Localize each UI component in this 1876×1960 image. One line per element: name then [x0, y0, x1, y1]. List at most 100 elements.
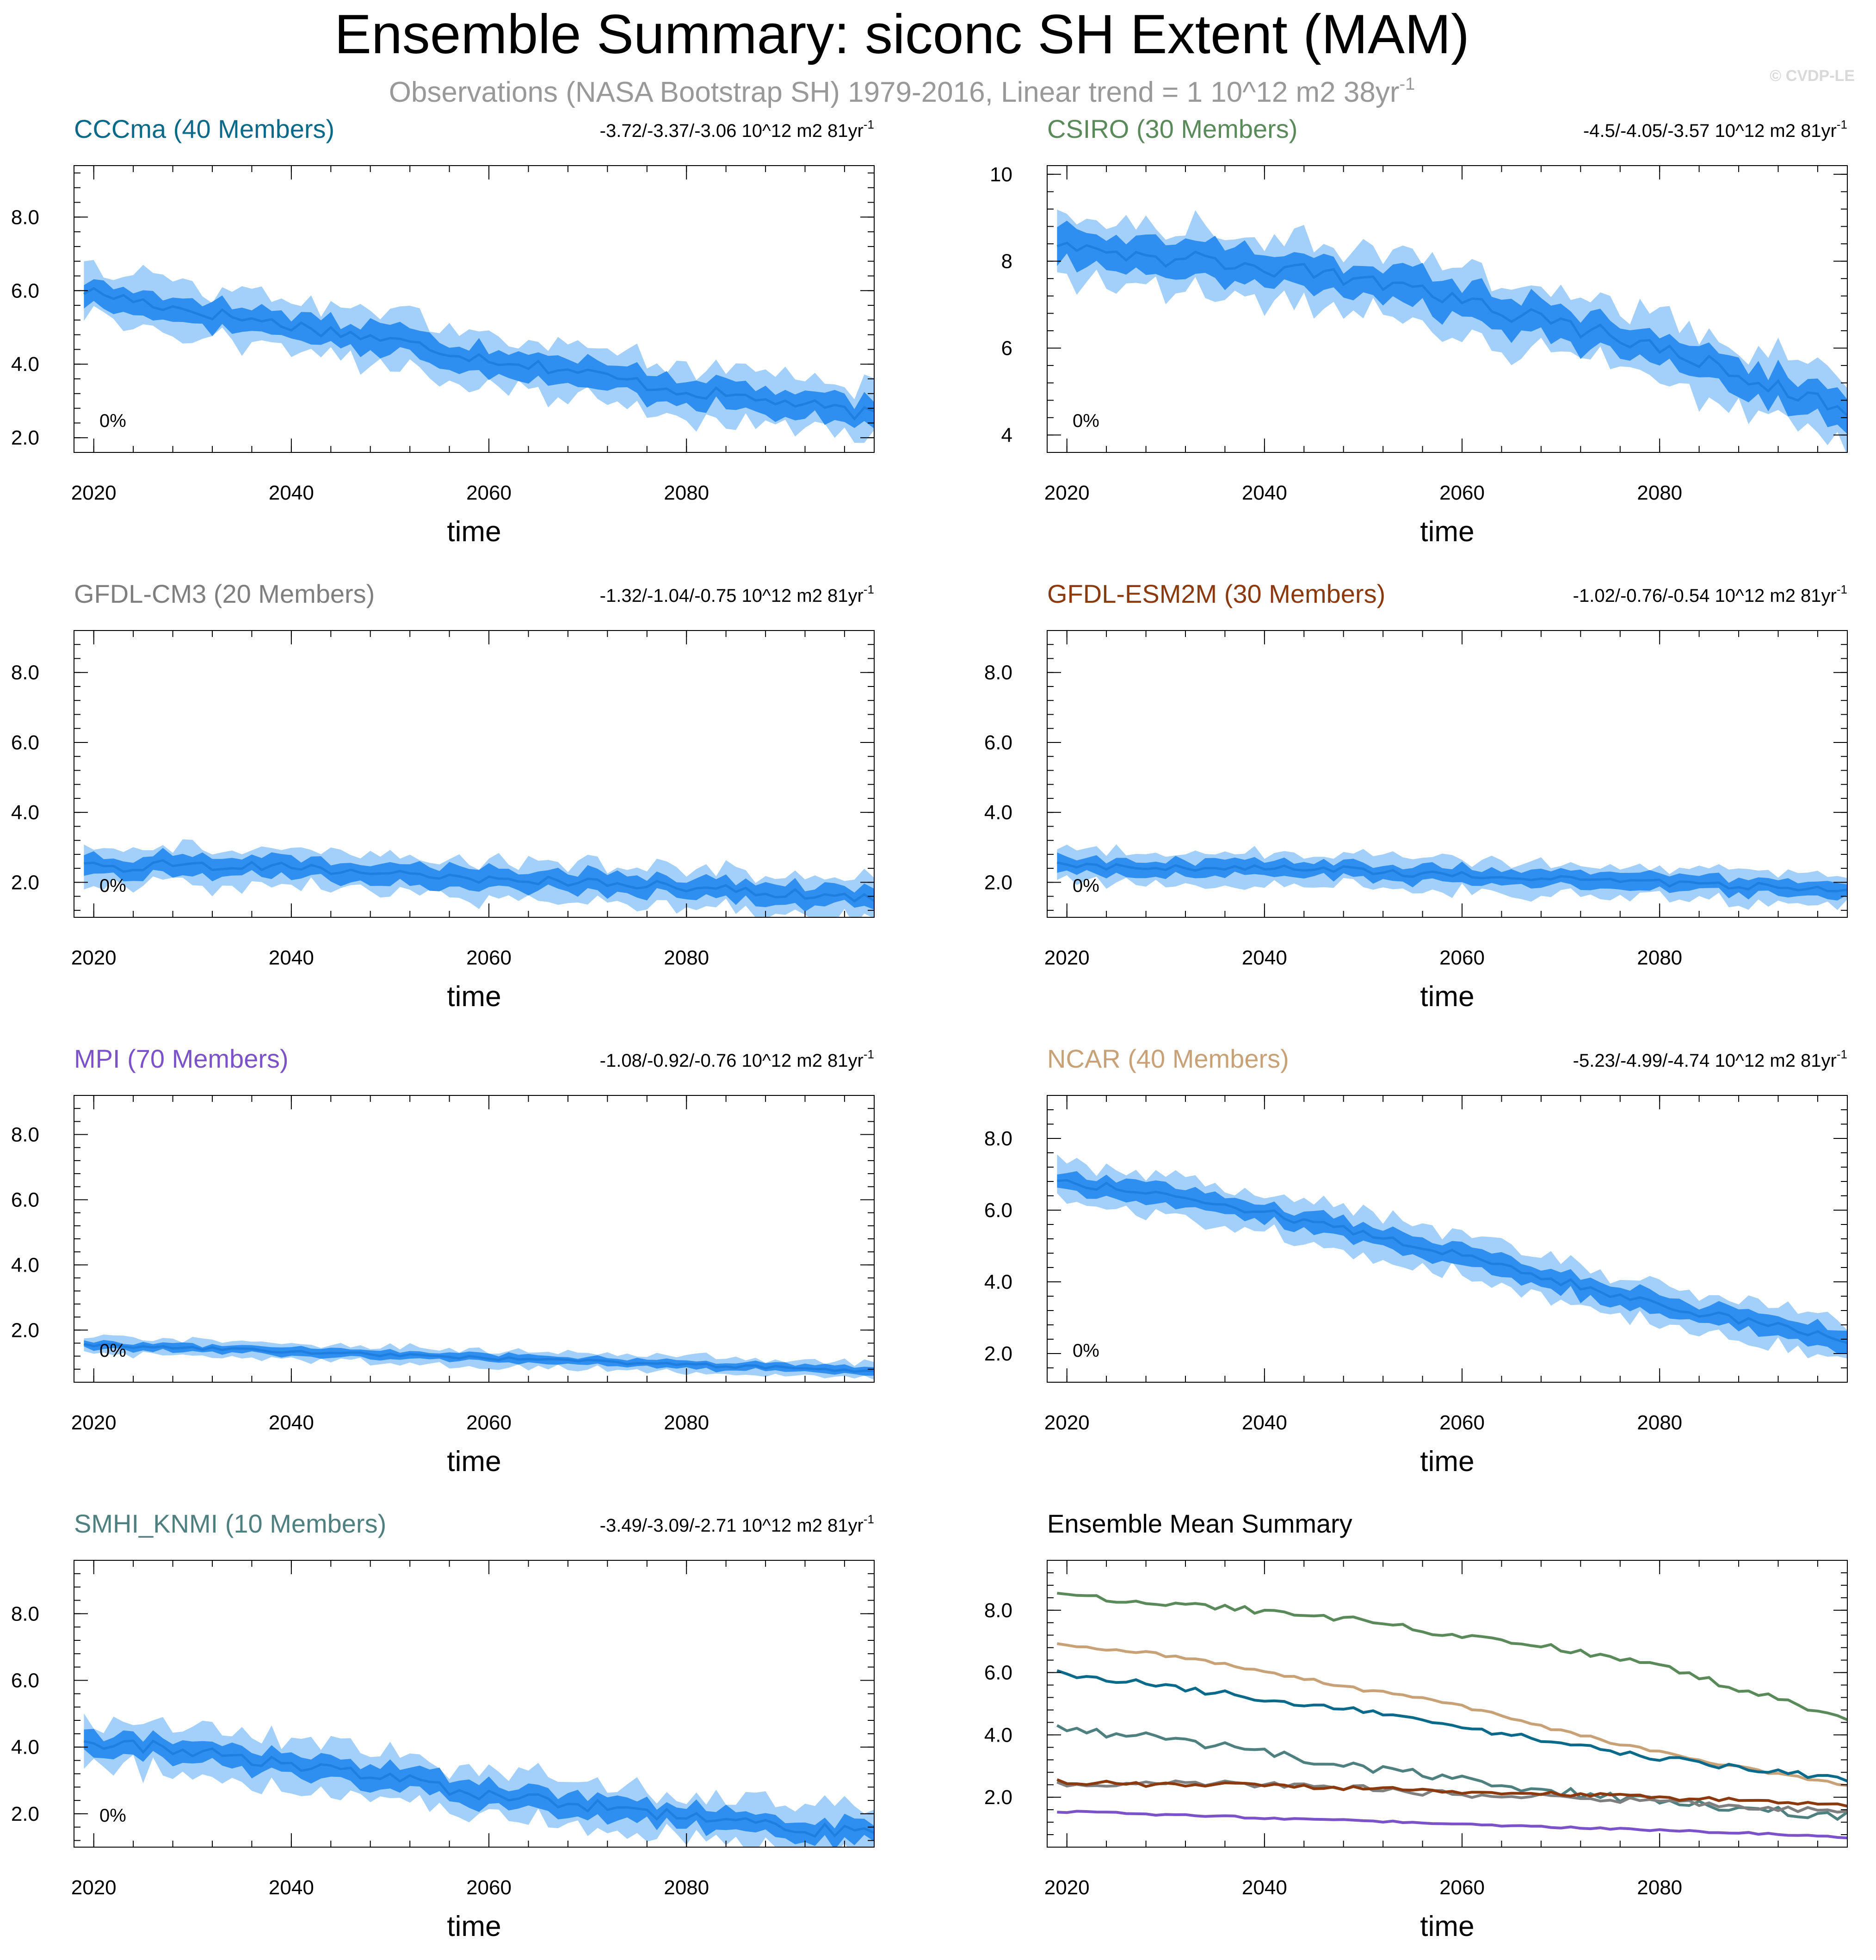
x-tick-label: 2040 — [1242, 482, 1287, 504]
y-tick-label: 6.0 — [11, 279, 39, 302]
x-tick-label: 2080 — [1637, 1876, 1682, 1899]
y-tick-label: 4.0 — [11, 1736, 39, 1759]
series-line-ncar — [1056, 1642, 1847, 1787]
panel-title: SMHI_KNMI (10 Members) — [74, 1509, 386, 1538]
y-tick-label: 4 — [1001, 424, 1012, 446]
trend-label: -4.5/-4.05/-3.57 10^12 m2 81yr-1 — [1583, 117, 1847, 141]
trend-label: -5.23/-4.99/-4.74 10^12 m2 81yr-1 — [1573, 1047, 1847, 1071]
x-tick-label: 2040 — [1242, 1411, 1287, 1434]
percent-annotation: 0% — [99, 1341, 126, 1361]
chart-panel: Ensemble Mean Summary 2.0 4.0 6.0 8.0 2020 204… — [984, 1509, 1848, 1942]
chart-panel: MPI (70 Members) -1.08/-0.92/-0.76 10^12 … — [11, 1044, 875, 1478]
y-tick-label: 8.0 — [984, 1127, 1012, 1150]
chart-panel: CSIRO (30 Members) -4.5/-4.05/-3.57 10^12… — [990, 114, 1848, 548]
trend-label: -3.49/-3.09/-2.71 10^12 m2 81yr-1 — [600, 1512, 874, 1536]
x-tick-label: 2060 — [466, 1411, 512, 1434]
y-tick-label: 8.0 — [11, 206, 39, 229]
x-tick-label: 2080 — [664, 482, 709, 504]
chart-panel: NCAR (40 Members) -5.23/-4.99/-4.74 10^12… — [984, 1044, 1848, 1478]
plot-frame — [74, 165, 875, 453]
y-tick-label: 4.0 — [984, 1271, 1012, 1293]
plot-area — [1056, 210, 1847, 452]
x-tick-label: 2080 — [1637, 482, 1682, 504]
y-tick-label: 2.0 — [11, 1803, 39, 1825]
figure-subtitle: Observations (NASA Bootstrap SH) 1979-20… — [389, 74, 1415, 108]
x-tick-label: 2020 — [1044, 946, 1090, 969]
y-tick-label: 10 — [990, 163, 1012, 186]
y-tick-label: 4.0 — [984, 801, 1012, 824]
panel-title: NCAR (40 Members) — [1047, 1044, 1289, 1073]
percent-annotation: 0% — [1073, 876, 1099, 896]
trend-label: -3.72/-3.37/-3.06 10^12 m2 81yr-1 — [600, 117, 874, 141]
y-tick-label: 4.0 — [11, 1254, 39, 1276]
plot-area — [83, 260, 874, 443]
x-tick-label: 2060 — [1439, 1876, 1485, 1899]
credit-label: © CVDP-LE — [1770, 67, 1855, 85]
figure-title: Ensemble Summary: siconc SH Extent (MAM) — [334, 3, 1469, 65]
x-tick-label: 2040 — [269, 946, 314, 969]
ensemble-mean-line — [84, 859, 874, 903]
trend-label: -1.32/-1.04/-0.75 10^12 m2 81yr-1 — [600, 582, 874, 606]
x-axis-label: time — [1420, 981, 1474, 1013]
panel-title: GFDL-CM3 (20 Members) — [74, 579, 375, 608]
x-tick-label: 2060 — [1439, 482, 1485, 504]
x-tick-label: 2040 — [269, 482, 314, 504]
ensemble-mean-line — [1057, 1179, 1847, 1344]
plot-area — [83, 1713, 874, 1847]
ensemble-iqr-band — [84, 1729, 874, 1847]
x-tick-label: 2020 — [71, 1876, 117, 1899]
panel-title: MPI (70 Members) — [74, 1044, 289, 1073]
plot-frame — [74, 1560, 875, 1848]
plot-frame — [74, 630, 875, 918]
plot-area — [1056, 844, 1847, 910]
panel-grid: CCCma (40 Members) -3.72/-3.37/-3.06 10^1… — [11, 114, 1848, 1942]
series-line-cccma — [1056, 1669, 1847, 1782]
x-axis-label: time — [447, 981, 501, 1013]
y-tick-label: 6.0 — [984, 1662, 1012, 1684]
x-tick-label: 2020 — [71, 1411, 117, 1434]
y-tick-label: 2.0 — [11, 427, 39, 449]
y-tick-label: 8.0 — [984, 662, 1012, 684]
panel-title: CCCma (40 Members) — [74, 114, 334, 143]
x-tick-label: 2020 — [1044, 482, 1090, 504]
chart-panel: GFDL-CM3 (20 Members) -1.32/-1.04/-0.75 1… — [11, 579, 875, 1013]
panel-title: GFDL-ESM2M (30 Members) — [1047, 579, 1385, 608]
x-axis-label: time — [1420, 1911, 1474, 1942]
y-tick-label: 6.0 — [984, 1199, 1012, 1222]
y-tick-label: 2.0 — [984, 1342, 1012, 1365]
trend-label: -1.08/-0.92/-0.76 10^12 m2 81yr-1 — [600, 1047, 874, 1071]
series-line-csiro — [1057, 1592, 1847, 1721]
percent-annotation: 0% — [1073, 1341, 1099, 1361]
x-tick-label: 2040 — [1242, 1876, 1287, 1899]
x-axis-label: time — [1420, 1446, 1474, 1478]
y-tick-label: 4.0 — [11, 801, 39, 824]
plot-area — [84, 839, 874, 917]
ensemble-mean-line — [83, 1739, 874, 1838]
ensemble-iqr-band — [1057, 1171, 1847, 1354]
percent-annotation: 0% — [99, 411, 126, 431]
trend-label: -1.02/-0.76/-0.54 10^12 m2 81yr-1 — [1573, 582, 1847, 606]
y-tick-label: 4.0 — [984, 1724, 1012, 1746]
chart-panel: CCCma (40 Members) -3.72/-3.37/-3.06 10^1… — [11, 114, 875, 548]
x-tick-label: 2020 — [1044, 1411, 1090, 1434]
x-tick-label: 2080 — [1637, 1411, 1682, 1434]
x-tick-label: 2020 — [71, 482, 117, 504]
x-tick-label: 2080 — [664, 1411, 709, 1434]
percent-annotation: 0% — [1073, 411, 1099, 431]
x-tick-label: 2020 — [71, 946, 117, 969]
y-tick-label: 8.0 — [11, 1602, 39, 1625]
y-tick-label: 6.0 — [11, 1669, 39, 1692]
y-tick-label: 8 — [1001, 250, 1012, 273]
y-tick-label: 6.0 — [11, 1188, 39, 1211]
percent-annotation: 0% — [99, 876, 126, 896]
ensemble-iqr-band — [1057, 221, 1847, 434]
x-tick-label: 2020 — [1044, 1876, 1090, 1899]
y-tick-label: 4.0 — [11, 353, 39, 376]
x-tick-label: 2060 — [466, 482, 512, 504]
panel-title: CSIRO (30 Members) — [1047, 114, 1297, 143]
series-line-smhi-knmi — [1056, 1724, 1847, 1821]
panel-title: Ensemble Mean Summary — [1047, 1509, 1352, 1538]
x-tick-label: 2080 — [1637, 946, 1682, 969]
x-tick-label: 2060 — [466, 1876, 512, 1899]
x-tick-label: 2060 — [466, 946, 512, 969]
